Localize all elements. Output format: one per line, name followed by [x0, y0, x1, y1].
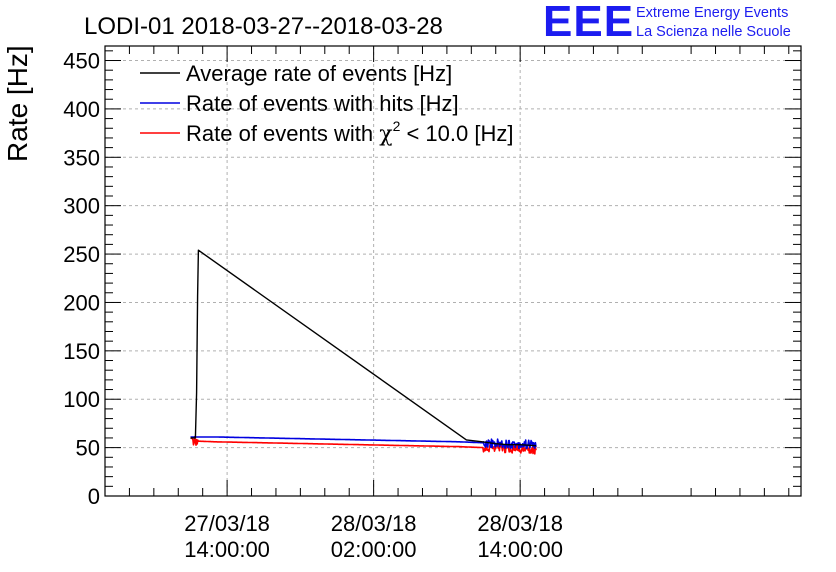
x-tick-label-time: 02:00:00 [331, 537, 417, 562]
series-line-1 [190, 436, 537, 450]
y-tick-label: 200 [63, 290, 100, 315]
eee-logo: EEE [543, 0, 635, 46]
eee-logo-text: Extreme Energy Events La Scienza nelle S… [636, 4, 791, 42]
legend-label-2: Rate of events with χ2 < 10.0 [Hz] [186, 118, 513, 147]
x-tick-label-date: 28/03/18 [331, 511, 417, 536]
y-tick-label: 0 [88, 484, 100, 509]
series-lines [190, 249, 537, 455]
logo-line-1: Extreme Energy Events [636, 5, 789, 21]
legend-label-0: Average rate of events [Hz] [186, 61, 452, 86]
axes: 05010015020025030035040045027/03/1814:00… [63, 46, 801, 562]
y-tick-label: 150 [63, 339, 100, 364]
legend-label-1: Rate of events with hits [Hz] [186, 91, 459, 116]
y-tick-label: 400 [63, 97, 100, 122]
grid-lines [105, 46, 801, 496]
x-tick-label-date: 28/03/18 [477, 511, 563, 536]
logo-line-2: La Scienza nelle Scuole [636, 24, 791, 40]
y-tick-label: 450 [63, 49, 100, 74]
y-axis-label: Rate [Hz] [2, 45, 33, 162]
plot-frame [104, 45, 802, 497]
y-tick-label: 50 [76, 436, 100, 461]
y-tick-label: 300 [63, 194, 100, 219]
series-line-2 [190, 435, 537, 455]
legend: Average rate of events [Hz] Rate of event… [140, 61, 513, 147]
y-tick-label: 250 [63, 242, 100, 267]
x-tick-label-time: 14:00:00 [184, 537, 270, 562]
series-line-0 [190, 249, 537, 447]
x-tick-label-time: 14:00:00 [477, 537, 563, 562]
chart-title: LODI-01 2018-03-27--2018-03-28 [84, 13, 443, 40]
y-tick-label: 100 [63, 387, 100, 412]
y-tick-label: 350 [63, 145, 100, 170]
x-tick-label-date: 27/03/18 [184, 511, 270, 536]
